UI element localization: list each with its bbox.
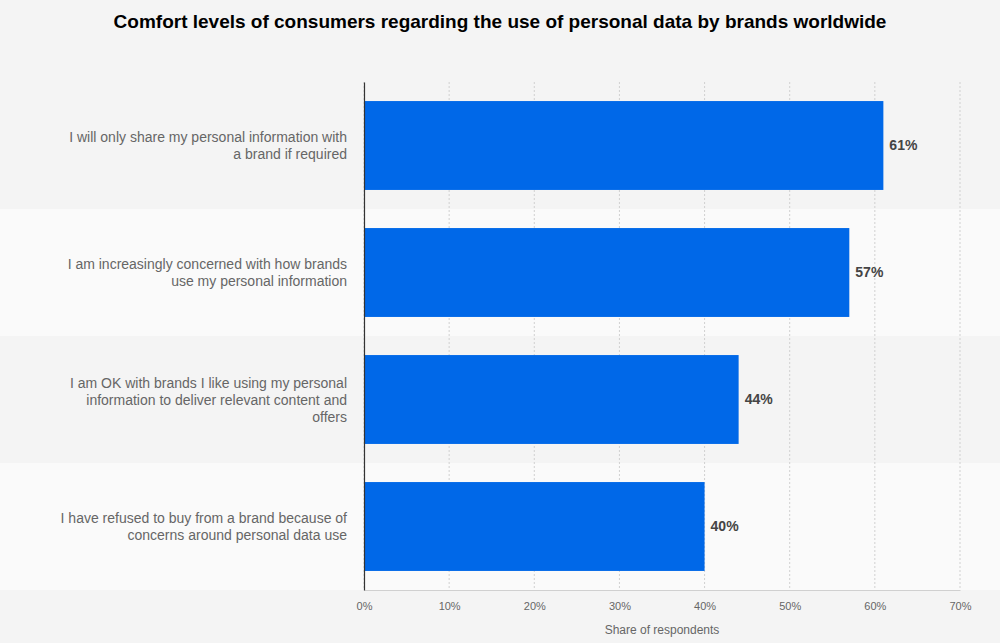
x-tick: 20% (524, 590, 546, 612)
x-tick: 10% (439, 590, 461, 612)
label-line: concerns around personal data use (128, 527, 348, 543)
title: Comfort levels of consumers regarding th… (114, 11, 887, 32)
row-band (0, 209, 1000, 336)
category-label: I am increasingly concerned with how bra… (68, 256, 347, 289)
category-label: I will only share my personal informatio… (69, 129, 347, 162)
data-label: 40% (711, 518, 740, 534)
label-line: I have refused to buy from a brand becau… (61, 510, 348, 526)
x-tick: 70% (949, 590, 971, 612)
label-line: I am OK with brands I like using my pers… (70, 375, 347, 391)
x-tick: 50% (779, 590, 801, 612)
y-tick: I have refused to buy from a brand becau… (61, 510, 364, 543)
x-tick-label: 40% (694, 600, 716, 612)
x-tick: 0% (357, 590, 373, 612)
bar (364, 355, 739, 444)
x-axis: 0% 10% 20% 30% 40% 50% 60% 70% (357, 590, 972, 612)
label-line: use my personal information (171, 273, 347, 289)
grid (364, 82, 960, 590)
label-line: information to deliver relevant content … (86, 392, 347, 408)
y-axis: I will only share my personal informatio… (61, 83, 365, 591)
bar (364, 482, 705, 571)
x-tick-label: 50% (779, 600, 801, 612)
bar (364, 228, 849, 317)
x-tick-label: 60% (864, 600, 886, 612)
grid-line (960, 82, 961, 590)
chart: 61% 57% 44% 40% 0% 10% 20% 30% 40% 50% 60% 70% I wil… (0, 0, 1000, 643)
data-label: 61% (889, 137, 918, 153)
label-line: Comfort levels of consumers regarding th… (114, 11, 887, 32)
label-line: I will only share my personal informatio… (69, 129, 347, 145)
x-tick-label: 10% (439, 600, 461, 612)
x-tick: 60% (864, 590, 886, 612)
x-tick: 30% (609, 590, 631, 612)
category-label: I am OK with brands I like using my pers… (70, 375, 347, 425)
row-band (0, 463, 1000, 590)
category-label: I have refused to buy from a brand becau… (61, 510, 348, 543)
row-band (0, 82, 1000, 209)
y-tick: I am OK with brands I like using my pers… (70, 375, 364, 425)
label-line: offers (312, 409, 347, 425)
data-label: 44% (745, 391, 774, 407)
data-labels: 61% 57% 44% 40% (711, 137, 918, 534)
row-bands (0, 82, 1000, 590)
row-band (0, 336, 1000, 463)
grid-line (364, 82, 365, 590)
label-line: a brand if required (233, 146, 347, 162)
y-tick: I will only share my personal informatio… (69, 129, 364, 162)
x-tick: 40% (694, 590, 716, 612)
x-tick-label: 0% (357, 600, 373, 612)
y-axis-line (364, 83, 365, 591)
bar (364, 101, 883, 190)
y-tick: I am increasingly concerned with how bra… (68, 256, 364, 289)
data-label: 57% (855, 264, 884, 280)
background (0, 0, 1000, 643)
bars (364, 101, 883, 571)
x-axis-title: Share of respondents (605, 623, 720, 637)
label-line: I am increasingly concerned with how bra… (68, 256, 347, 272)
x-axis-line (365, 590, 961, 591)
x-tick-label: 30% (609, 600, 631, 612)
x-tick-label: 70% (949, 600, 971, 612)
x-tick-label: 20% (524, 600, 546, 612)
